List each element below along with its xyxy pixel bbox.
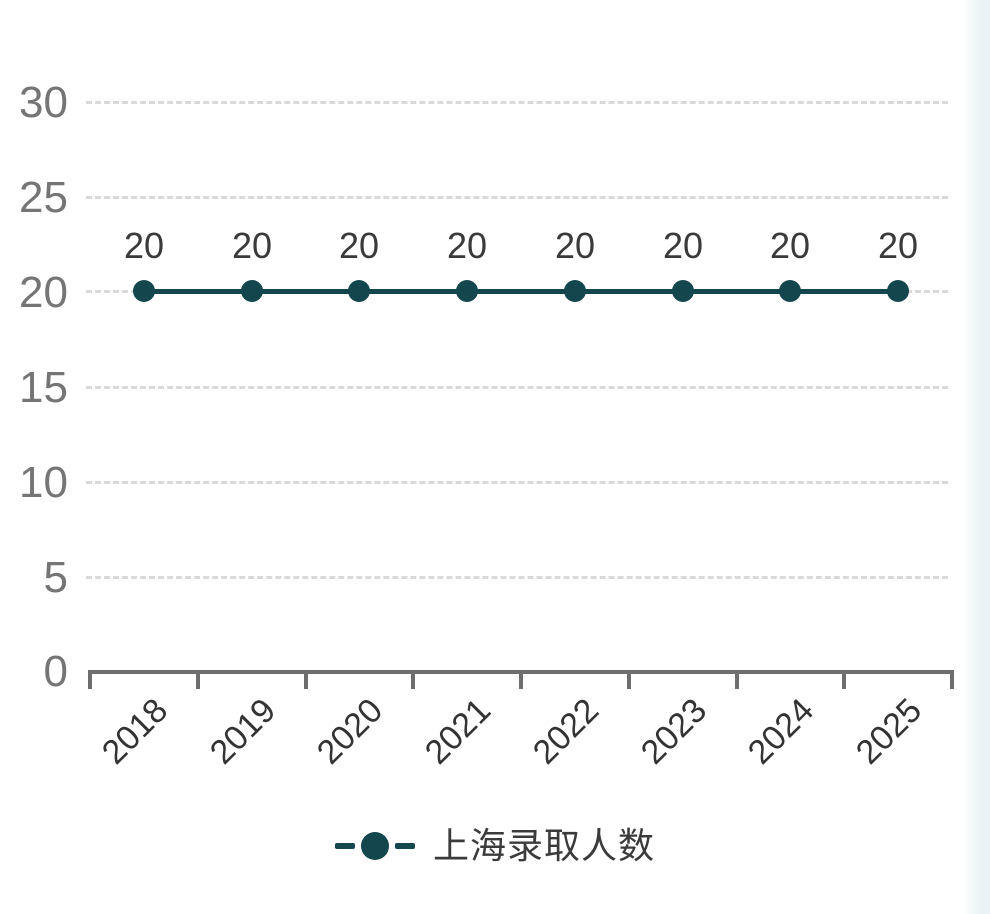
y-axis-tick-label: 30: [19, 78, 68, 127]
x-axis-tick: [842, 672, 846, 689]
x-axis-tick: [950, 672, 954, 689]
data-point-label: 20: [877, 225, 919, 266]
y-axis-tick-label: 15: [19, 363, 68, 412]
x-axis-tick-label: 2022: [525, 691, 607, 772]
x-axis-tick-label: 2024: [740, 691, 822, 772]
x-axis-tick-label: 2025: [848, 691, 930, 772]
x-axis-tick: [304, 672, 308, 689]
y-axis-tick-label: 0: [43, 647, 68, 696]
x-axis-tick: [519, 672, 523, 689]
x-axis-tick: [196, 672, 200, 689]
x-axis-tick: [411, 672, 415, 689]
gridline-30: [86, 101, 948, 104]
y-axis-tick-label: 10: [19, 458, 68, 507]
data-point-label: 20: [554, 225, 596, 266]
data-point-marker: [564, 280, 586, 302]
gridline-15: [86, 386, 948, 389]
data-point-label: 20: [662, 225, 704, 266]
gridline-10: [86, 481, 948, 484]
data-point-label: 20: [123, 225, 165, 266]
data-point-label: 20: [769, 225, 811, 266]
x-axis-tick-label: 2020: [309, 691, 391, 772]
gridline-5: [86, 576, 948, 579]
x-axis-tick-label: 2018: [94, 691, 176, 772]
data-point-marker: [887, 280, 909, 302]
data-point-label: 20: [231, 225, 273, 266]
data-point-marker: [348, 280, 370, 302]
series-line: [144, 289, 898, 294]
gridline-25: [86, 196, 948, 199]
legend-dash-icon: [394, 843, 415, 849]
y-axis-tick-label: 20: [19, 268, 68, 317]
x-axis-tick-label: 2021: [417, 691, 499, 772]
data-point-marker: [241, 280, 263, 302]
data-point-marker: [672, 280, 694, 302]
legend-circle-icon: [360, 832, 389, 860]
legend-dash-icon: [334, 843, 355, 849]
data-point-label: 20: [446, 225, 488, 266]
x-axis-tick: [627, 672, 631, 689]
data-point-label: 20: [338, 225, 380, 266]
x-axis-tick-label: 2023: [633, 691, 715, 772]
legend-label: 上海录取人数: [432, 825, 656, 866]
y-axis-tick-label: 25: [19, 173, 68, 222]
data-point-marker: [133, 280, 155, 302]
legend: 上海录取人数: [334, 824, 656, 868]
y-axis-tick-label: 5: [43, 553, 68, 602]
x-axis-tick-label: 2019: [202, 691, 284, 772]
right-edge-strip: [963, 0, 990, 914]
x-axis-tick: [735, 672, 739, 689]
data-point-marker: [456, 280, 478, 302]
x-axis-tick: [88, 672, 92, 689]
legend-line-marker-icon: [334, 832, 415, 860]
data-point-marker: [779, 280, 801, 302]
